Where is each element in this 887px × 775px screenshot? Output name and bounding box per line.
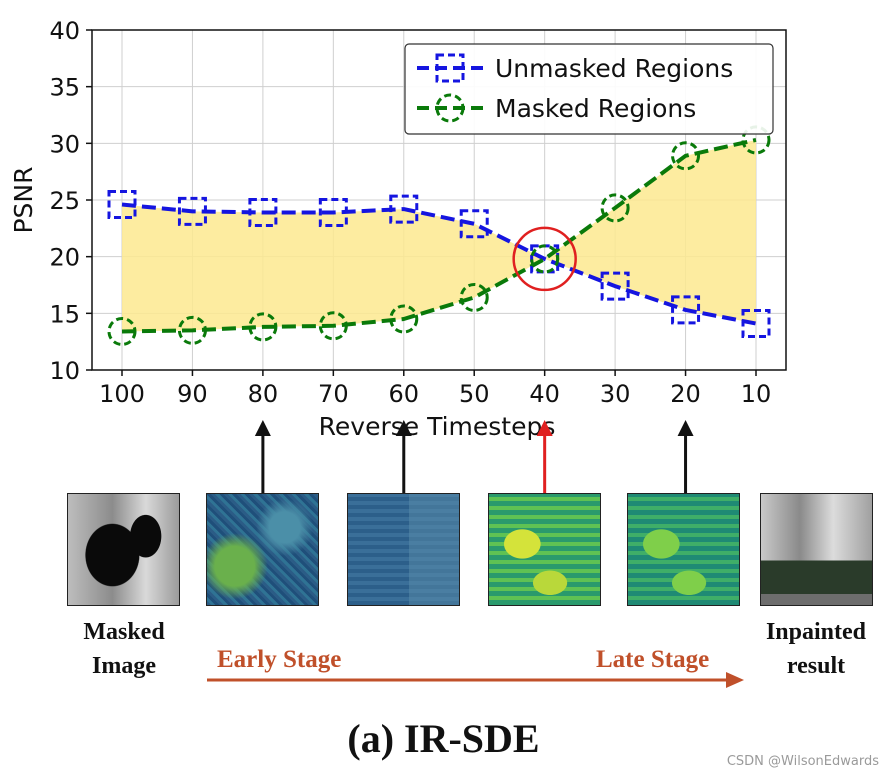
y-tick-label: 30 (49, 130, 80, 158)
x-tick-label: 40 (529, 380, 560, 408)
marker-circle-masked (177, 315, 207, 345)
x-tick-label: 10 (741, 380, 772, 408)
intersection-highlight (512, 226, 577, 292)
stage-arrow-head (677, 420, 694, 436)
marker-circle-masked (530, 244, 560, 274)
legend-label: Unmasked Regions (495, 54, 733, 83)
marker-square-unmasked (318, 197, 348, 227)
marker-circle-masked (600, 193, 630, 223)
early-stage-label: Early Stage (217, 646, 342, 673)
result-caption-line1: Inpainted (765, 619, 867, 645)
inpainted-result-caption: Inpainted result (748, 615, 884, 683)
marker-square-unmasked (671, 295, 701, 325)
fill-between-area (122, 139, 756, 332)
y-tick-label: 10 (49, 357, 80, 385)
marker-square-unmasked (389, 194, 419, 224)
early-stage-feature-map (206, 493, 319, 606)
series-line-masked (121, 137, 757, 334)
marker-square-unmasked (741, 309, 771, 339)
result-caption-line2: result (786, 653, 846, 679)
highlight-circle (512, 226, 577, 292)
mid-stage-feature-map-1 (347, 493, 460, 606)
x-axis-label: Reverse Timesteps (319, 412, 556, 441)
masked-image-thumbnail (67, 493, 180, 606)
legend-box (404, 43, 774, 135)
marker-circle-masked (389, 304, 419, 334)
fill-between-polygon (122, 139, 756, 332)
y-tick-label: 20 (49, 244, 80, 272)
stage-arrows (254, 420, 694, 493)
x-tick-label: 60 (389, 380, 420, 408)
marker-circle-masked (107, 316, 137, 346)
y-tick-label: 35 (49, 74, 80, 102)
masked-image-caption: Masked Image (60, 615, 188, 683)
marker-square-unmasked (248, 197, 278, 227)
legend-label: Masked Regions (495, 94, 696, 123)
x-tick-label: 20 (670, 380, 701, 408)
y-tick-label: 25 (49, 187, 80, 215)
inpainted-result-thumbnail (760, 493, 873, 606)
x-tick-label: 30 (600, 380, 631, 408)
stage-progress-arrow (207, 672, 744, 688)
x-tick-label: 70 (318, 380, 349, 408)
marker-square-unmasked (177, 196, 207, 226)
legend-marker-circle (435, 93, 465, 123)
stage-arrow-head (536, 420, 553, 436)
chart-legend: Unmasked Regions Masked Regions (404, 43, 774, 135)
watermark: CSDN @WilsonEdwards (726, 754, 879, 769)
marker-circle-masked (248, 312, 278, 342)
marker-circle-masked (459, 282, 489, 312)
x-tick-label: 90 (177, 380, 208, 408)
marker-circle-masked (318, 311, 348, 341)
y-tick-label: 40 (49, 17, 80, 45)
y-tick-label: 15 (49, 300, 80, 328)
x-tick-label: 100 (99, 380, 145, 408)
stage-arrow-head (254, 420, 271, 436)
y-axis-label: PSNR (9, 166, 38, 233)
series-lines (107, 125, 771, 346)
mid-stage-feature-map-2 (488, 493, 601, 606)
figure-title: (a) IR-SDE (347, 716, 540, 761)
stage-arrow-head (395, 420, 412, 436)
x-tick-label: 50 (459, 380, 490, 408)
series-line-unmasked (121, 202, 757, 326)
psnr-line-chart: 10 15 20 25 30 35 40 100 90 80 70 60 50 40 30 20 10 Rever… (9, 17, 787, 493)
late-stage-label: Late Stage (596, 646, 710, 673)
late-stage-feature-map (627, 493, 740, 606)
chart-axes: 10 15 20 25 30 35 40 100 90 80 70 60 50 40 30 20 10 Rever… (9, 17, 787, 441)
marker-square-unmasked (107, 190, 137, 220)
x-tick-label: 80 (248, 380, 279, 408)
masked-caption-line1: Masked (83, 619, 165, 645)
legend-marker-square (435, 53, 465, 83)
masked-caption-line2: Image (92, 653, 156, 679)
marker-circle-masked (671, 141, 701, 171)
marker-square-unmasked (459, 209, 489, 239)
marker-square-unmasked (600, 271, 630, 301)
